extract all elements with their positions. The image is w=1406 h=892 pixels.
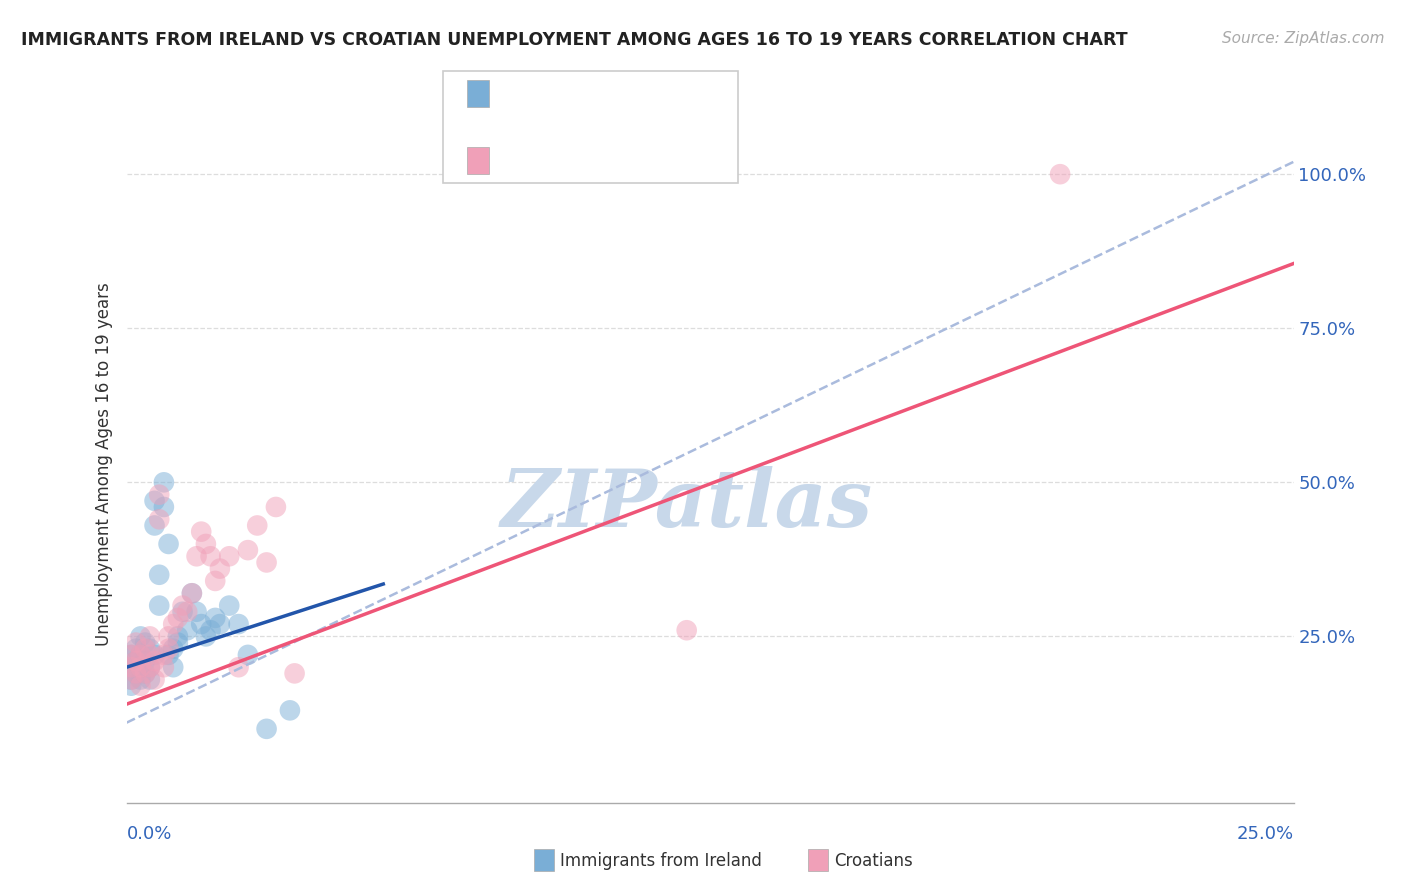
Point [218, 599, 240, 613]
Point [125, 654, 148, 668]
Point [120, 679, 142, 693]
Text: IMMIGRANTS FROM IRELAND VS CROATIAN UNEMPLOYMENT AMONG AGES 16 TO 19 YEARS CORRE: IMMIGRANTS FROM IRELAND VS CROATIAN UNEM… [21, 31, 1128, 49]
Point [125, 666, 148, 681]
Point [157, 537, 180, 551]
Point [153, 648, 176, 662]
Y-axis label: Unemployment Among Ages 16 to 19 years: Unemployment Among Ages 16 to 19 years [94, 282, 112, 646]
Point [120, 660, 142, 674]
Point [284, 666, 307, 681]
Point [143, 673, 166, 687]
Point [218, 549, 240, 564]
Point [190, 617, 212, 632]
Point [139, 673, 162, 687]
Text: Croatians: Croatians [834, 852, 912, 870]
Point [139, 660, 162, 674]
Point [186, 549, 208, 564]
Point [200, 624, 222, 638]
Point [208, 617, 231, 632]
Point [176, 624, 198, 638]
Point [194, 629, 217, 643]
Point [120, 648, 142, 662]
Point [120, 660, 142, 674]
Point [129, 648, 152, 662]
Point [143, 648, 166, 662]
Point [134, 654, 156, 668]
Point [180, 586, 202, 600]
Text: 0.0%: 0.0% [127, 825, 172, 843]
Point [167, 629, 190, 643]
Point [125, 666, 148, 681]
Point [125, 641, 148, 656]
Text: Immigrants from Ireland: Immigrants from Ireland [560, 852, 762, 870]
Point [256, 722, 278, 736]
Point [120, 673, 142, 687]
Point [162, 660, 184, 674]
Point [236, 648, 259, 662]
Point [162, 641, 184, 656]
Point [228, 617, 250, 632]
Text: R = 0.327    N = 45: R = 0.327 N = 45 [501, 85, 678, 103]
Point [153, 660, 176, 674]
Point [256, 556, 278, 570]
Point [186, 605, 208, 619]
Point [143, 654, 166, 668]
Point [134, 666, 156, 681]
Point [129, 679, 152, 693]
Point [675, 624, 697, 638]
Point [167, 611, 190, 625]
Point [134, 641, 156, 656]
Point [228, 660, 250, 674]
Point [180, 586, 202, 600]
Point [194, 537, 217, 551]
Point [148, 567, 170, 582]
Point [134, 635, 156, 649]
Point [264, 500, 287, 514]
Text: 25.0%: 25.0% [1236, 825, 1294, 843]
Point [246, 518, 269, 533]
Point [176, 605, 198, 619]
Point [200, 549, 222, 564]
Text: R = 0.738    N = 42: R = 0.738 N = 42 [501, 152, 676, 169]
Point [143, 493, 166, 508]
Point [125, 635, 148, 649]
Point [143, 518, 166, 533]
Point [139, 660, 162, 674]
Point [129, 673, 152, 687]
Point [129, 648, 152, 662]
Point [134, 666, 156, 681]
Point [148, 599, 170, 613]
Text: ZIPatlas: ZIPatlas [501, 466, 873, 543]
Point [278, 703, 301, 717]
Point [1049, 167, 1071, 181]
Point [120, 673, 142, 687]
Point [190, 524, 212, 539]
Point [172, 605, 194, 619]
Point [125, 654, 148, 668]
Point [204, 574, 226, 588]
Point [157, 641, 180, 656]
Point [172, 599, 194, 613]
Point [129, 660, 152, 674]
Point [153, 500, 176, 514]
Point [153, 475, 176, 490]
Point [148, 488, 170, 502]
Point [208, 561, 231, 575]
Point [139, 629, 162, 643]
Point [139, 648, 162, 662]
Point [162, 617, 184, 632]
Point [129, 660, 152, 674]
Point [148, 512, 170, 526]
Point [120, 648, 142, 662]
Point [157, 629, 180, 643]
Text: Source: ZipAtlas.com: Source: ZipAtlas.com [1222, 31, 1385, 46]
Point [167, 635, 190, 649]
Point [139, 641, 162, 656]
Point [236, 543, 259, 558]
Point [157, 648, 180, 662]
Point [129, 629, 152, 643]
Point [125, 660, 148, 674]
Point [204, 611, 226, 625]
